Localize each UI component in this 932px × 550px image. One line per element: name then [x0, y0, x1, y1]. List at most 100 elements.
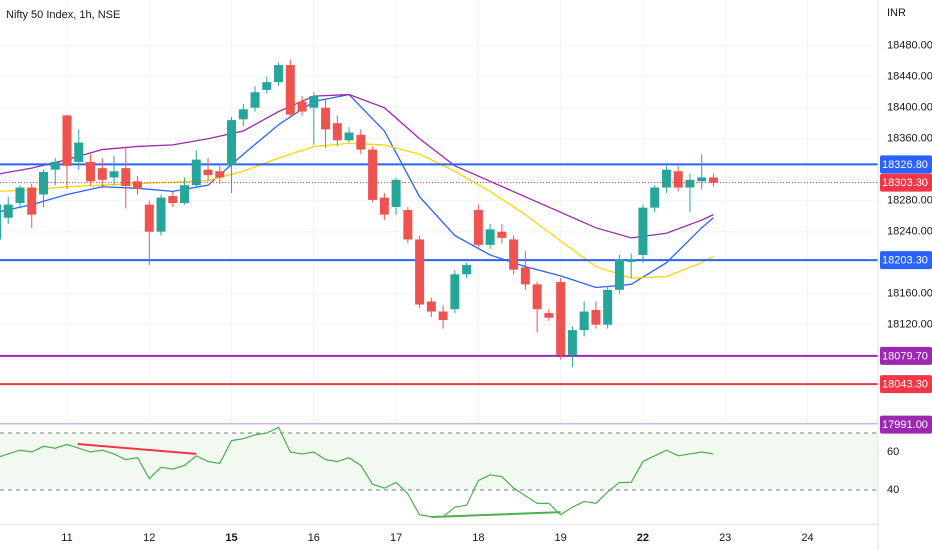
trend-line [431, 511, 561, 519]
y-tick-label: 40 [887, 484, 899, 496]
y-tick-label: 18120.00 [887, 319, 932, 331]
rsi-line [0, 426, 714, 518]
candle-body [708, 177, 718, 183]
candle-body [567, 330, 577, 355]
moving-average [0, 142, 714, 279]
candle-body [180, 185, 190, 204]
level-tag [880, 155, 932, 174]
level-label: 18043.30 [882, 379, 928, 391]
candle-body [614, 259, 624, 290]
candle-body [191, 159, 201, 186]
candle-body [556, 282, 566, 355]
moving-average [0, 93, 714, 289]
x-tick-label: 23 [719, 532, 731, 544]
level-tag [880, 251, 932, 270]
candle-body [86, 161, 96, 182]
trend-line [77, 443, 197, 455]
candle-body [285, 65, 295, 115]
currency-label: INR [887, 7, 906, 19]
candle-body [133, 181, 143, 190]
candle-body [262, 82, 272, 90]
candle-body [0, 204, 1, 240]
candle-body [356, 134, 366, 150]
last-price-tag [880, 173, 932, 192]
candle-body [27, 187, 37, 215]
candle-body [603, 289, 613, 325]
candle-body [144, 204, 154, 232]
candle-body [438, 311, 448, 321]
candle-body [450, 274, 460, 310]
candle-body [685, 179, 695, 188]
candle-body [497, 231, 507, 238]
x-tick-label: 11 [61, 532, 72, 544]
candle-body [121, 168, 131, 186]
candle-body [215, 171, 225, 178]
candle-body [156, 197, 166, 232]
x-tick-label: 17 [390, 532, 402, 544]
candle-body [415, 239, 425, 305]
candle-body [38, 172, 48, 195]
candle-body [227, 120, 237, 166]
y-tick-label: 18280.00 [887, 195, 932, 207]
x-tick-label: 15 [225, 532, 237, 544]
candle-body [62, 115, 72, 166]
candle-body [379, 197, 389, 215]
x-tick-label: 18 [472, 532, 484, 544]
candle-body [509, 239, 519, 270]
candle-body [391, 179, 401, 207]
candle-body [462, 265, 472, 275]
rsi-band [0, 432, 878, 491]
level-tag [880, 346, 932, 365]
y-tick-label: 60 [887, 446, 899, 458]
candle-body [591, 309, 601, 325]
axes: 18480.00 18440.00 18400.00 18360.00 18280.00… [61, 40, 932, 544]
candle-body [368, 149, 378, 200]
candle-body [473, 210, 483, 245]
y-tick-label: 18240.00 [887, 226, 932, 238]
candle-body [661, 169, 671, 188]
candle-body [485, 229, 495, 245]
level-label: 18326.80 [882, 159, 928, 171]
y-tick-label: 18160.00 [887, 288, 932, 300]
candle-body [626, 259, 636, 262]
y-tick-label: 18400.00 [887, 102, 932, 114]
candle-body [544, 313, 554, 318]
x-tick-label: 12 [143, 532, 155, 544]
level-label: 18079.70 [882, 350, 928, 362]
candle-body [250, 92, 260, 108]
candle-body [15, 187, 25, 204]
candle-body [74, 142, 84, 162]
candle-body [297, 101, 307, 112]
x-tick-label: 16 [308, 532, 320, 544]
y-tick-label: 18440.00 [887, 71, 932, 83]
candle-body [426, 301, 436, 312]
candle-body [321, 107, 331, 130]
candle-body [344, 132, 354, 141]
candle-body [309, 96, 319, 108]
last-price-label: 18303.30 [882, 177, 928, 189]
candle-body [520, 267, 530, 285]
level-label: 18203.30 [882, 255, 928, 267]
price-pane [0, 0, 878, 424]
rsi-pane [0, 426, 878, 519]
chart-title: Nifty 50 Index, 1h, NSE [6, 9, 120, 21]
candle-body [638, 207, 648, 255]
candle-body [579, 311, 589, 331]
candle-body [673, 171, 683, 188]
candle-body [168, 196, 178, 204]
x-tick-label: 19 [555, 532, 567, 544]
candle-body [274, 65, 284, 83]
x-tick-label: 24 [801, 532, 813, 544]
y-tick-label: 18360.00 [887, 133, 932, 145]
candle-body [238, 109, 248, 120]
y-tick-label: 18480.00 [887, 40, 932, 52]
level-tag [880, 415, 932, 434]
candle-body [403, 210, 413, 240]
level-label: 17991.00 [882, 419, 928, 431]
candle-body [109, 171, 119, 178]
x-tick-label: 22 [637, 532, 649, 544]
candle-body [3, 204, 13, 218]
candle-body [650, 187, 660, 208]
